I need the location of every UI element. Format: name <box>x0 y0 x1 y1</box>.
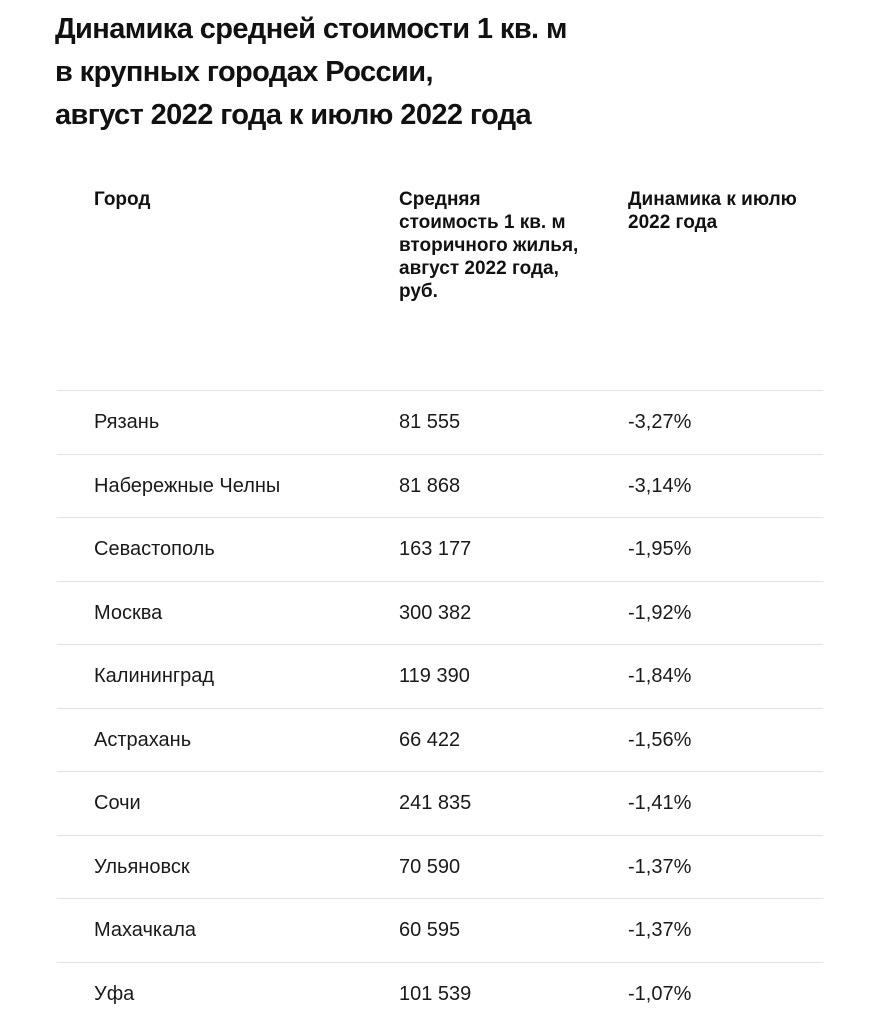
cell-city: Махачкала <box>94 899 196 962</box>
table-row: Рязань 81 555 -3,27% <box>57 391 823 455</box>
cell-city: Ульяновск <box>94 836 190 899</box>
cell-change: -1,56% <box>628 709 691 772</box>
cell-price: 119 390 <box>399 645 470 708</box>
cell-change: -1,37% <box>628 899 691 962</box>
cell-price: 81 868 <box>399 455 460 518</box>
table-row: Астрахань 66 422 -1,56% <box>57 709 823 773</box>
cell-change: -3,27% <box>628 391 691 454</box>
cell-city: Астрахань <box>94 709 191 772</box>
table-row: Сочи 241 835 -1,41% <box>57 772 823 836</box>
cell-change: -1,95% <box>628 518 691 581</box>
header-change: Динамика к июлю 2022 года <box>628 188 803 234</box>
table-row: Махачкала 60 595 -1,37% <box>57 899 823 963</box>
table-header: Город Средняя стоимость 1 кв. м вторично… <box>57 188 823 391</box>
table-row: Уфа 101 539 -1,07% <box>57 963 823 1025</box>
cell-price: 300 382 <box>399 582 471 645</box>
table-row: Севастополь 163 177 -1,95% <box>57 518 823 582</box>
cell-price: 101 539 <box>399 963 471 1025</box>
table-row: Москва 300 382 -1,92% <box>57 582 823 646</box>
title-line-3: август 2022 года к июлю 2022 года <box>55 94 855 137</box>
cell-change: -3,14% <box>628 455 691 518</box>
cell-city: Уфа <box>94 963 134 1025</box>
table-row: Набережные Челны 81 868 -3,14% <box>57 455 823 519</box>
cell-price: 241 835 <box>399 772 471 835</box>
cell-city: Москва <box>94 582 162 645</box>
cell-price: 163 177 <box>399 518 471 581</box>
cell-city: Севастополь <box>94 518 215 581</box>
table-row: Калининград 119 390 -1,84% <box>57 645 823 709</box>
cell-change: -1,37% <box>628 836 691 899</box>
cell-city: Калининград <box>94 645 214 708</box>
page-title: Динамика средней стоимости 1 кв. м в кру… <box>55 8 855 137</box>
cell-change: -1,92% <box>628 582 691 645</box>
cell-price: 81 555 <box>399 391 460 454</box>
cell-city: Сочи <box>94 772 141 835</box>
cell-price: 70 590 <box>399 836 460 899</box>
table-body: Рязань 81 555 -3,27% Набережные Челны 81 868… <box>57 391 823 1025</box>
cell-price: 66 422 <box>399 709 460 772</box>
title-line-2: в крупных городах России, <box>55 51 855 94</box>
title-line-1: Динамика средней стоимости 1 кв. м <box>55 8 855 51</box>
price-table: Город Средняя стоимость 1 кв. м вторично… <box>57 188 823 1025</box>
cell-change: -1,84% <box>628 645 691 708</box>
header-price: Средняя стоимость 1 кв. м вторичного жил… <box>399 188 579 303</box>
cell-price: 60 595 <box>399 899 460 962</box>
cell-city: Рязань <box>94 391 159 454</box>
cell-change: -1,41% <box>628 772 691 835</box>
header-city: Город <box>94 188 344 211</box>
cell-change: -1,07% <box>628 963 691 1025</box>
table-row: Ульяновск 70 590 -1,37% <box>57 836 823 900</box>
cell-city: Набережные Челны <box>94 455 280 518</box>
